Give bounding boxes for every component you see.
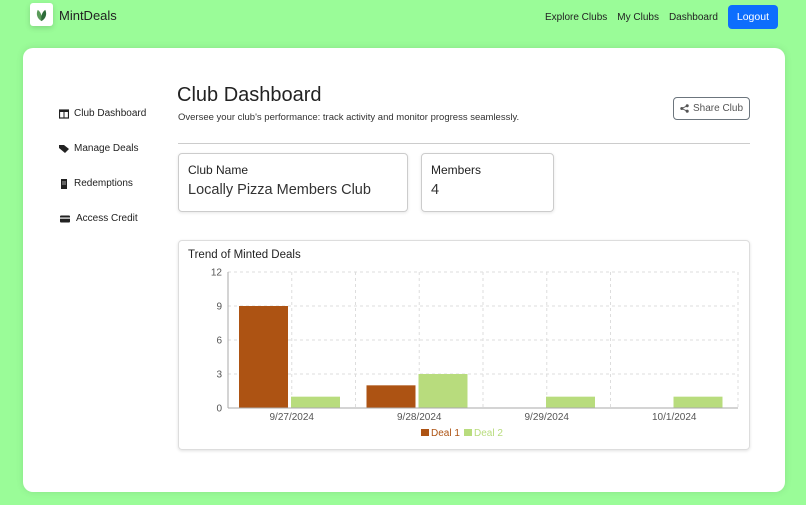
leaf-icon bbox=[36, 9, 47, 22]
brand-name[interactable]: MintDeals bbox=[59, 8, 117, 23]
bar-deal-2 bbox=[546, 396, 595, 408]
bar-deal-1 bbox=[239, 306, 288, 408]
club-name-value: Locally Pizza Members Club bbox=[188, 182, 371, 198]
y-tick-label: 0 bbox=[216, 404, 222, 415]
page-subtitle: Oversee your club's performance: track a… bbox=[178, 112, 520, 123]
credit-card-icon bbox=[60, 215, 70, 222]
logout-button[interactable]: Logout bbox=[727, 5, 778, 29]
y-tick-label: 9 bbox=[216, 302, 222, 313]
members-card: Members 4 bbox=[421, 153, 554, 212]
legend-label: Deal 1 bbox=[431, 428, 460, 439]
bar-deal-2 bbox=[673, 396, 723, 408]
bar-deal-2 bbox=[291, 396, 340, 408]
share-icon bbox=[680, 104, 689, 113]
sidebar-item-label: Access Credit bbox=[76, 213, 138, 224]
x-tick-label: 9/27/2024 bbox=[270, 412, 315, 423]
columns-icon bbox=[59, 108, 69, 119]
divider bbox=[178, 143, 750, 144]
x-tick-label: 9/29/2024 bbox=[525, 412, 570, 423]
sidebar-item-label: Club Dashboard bbox=[74, 108, 147, 119]
x-tick-label: 10/1/2024 bbox=[652, 412, 697, 423]
sidebar-item-redemptions[interactable]: Redemptions bbox=[59, 166, 146, 201]
main-card: Club Dashboard Manage Deals Redemptions … bbox=[23, 48, 785, 492]
share-club-button[interactable]: Share Club bbox=[673, 97, 750, 120]
bar-deal-2 bbox=[418, 374, 468, 408]
chart-title: Trend of Minted Deals bbox=[188, 249, 301, 261]
nav-dashboard[interactable]: Dashboard bbox=[668, 11, 718, 23]
sidebar-item-label: Redemptions bbox=[74, 178, 133, 189]
members-label: Members bbox=[431, 163, 482, 177]
members-value: 4 bbox=[431, 182, 440, 198]
legend-label: Deal 2 bbox=[474, 428, 503, 439]
receipt-icon bbox=[61, 178, 67, 189]
y-tick-label: 12 bbox=[211, 268, 223, 279]
tags-icon bbox=[59, 144, 69, 153]
chart-card: Trend of Minted Deals 0 3 6 9 12 9/27/2024 9/2… bbox=[178, 240, 750, 450]
bar-chart: 0 3 6 9 12 9/27/2024 9/28/2024 9/29/2024 10/1/20… bbox=[211, 268, 739, 439]
bar-deal-1 bbox=[366, 385, 416, 408]
page-title: Club Dashboard bbox=[177, 84, 322, 106]
legend-swatch bbox=[464, 429, 472, 436]
top-nav: Explore Clubs My Clubs Dashboard Logout bbox=[545, 5, 778, 29]
x-tick-label: 9/28/2024 bbox=[397, 412, 442, 423]
logo[interactable] bbox=[30, 3, 53, 26]
sidebar-item-club-dashboard[interactable]: Club Dashboard bbox=[59, 96, 146, 131]
sidebar-item-access-credit[interactable]: Access Credit bbox=[59, 201, 146, 236]
nav-explore-clubs[interactable]: Explore Clubs bbox=[545, 11, 608, 23]
legend-swatch bbox=[421, 429, 429, 436]
y-tick-label: 3 bbox=[216, 370, 222, 381]
sidebar: Club Dashboard Manage Deals Redemptions … bbox=[59, 96, 146, 236]
y-tick-label: 6 bbox=[216, 336, 222, 347]
share-label: Share Club bbox=[692, 103, 744, 114]
sidebar-item-label: Manage Deals bbox=[74, 143, 139, 154]
sidebar-item-manage-deals[interactable]: Manage Deals bbox=[59, 131, 146, 166]
nav-my-clubs[interactable]: My Clubs bbox=[617, 11, 659, 23]
club-name-label: Club Name bbox=[188, 163, 249, 177]
club-name-card: Club Name Locally Pizza Members Club bbox=[178, 153, 408, 212]
